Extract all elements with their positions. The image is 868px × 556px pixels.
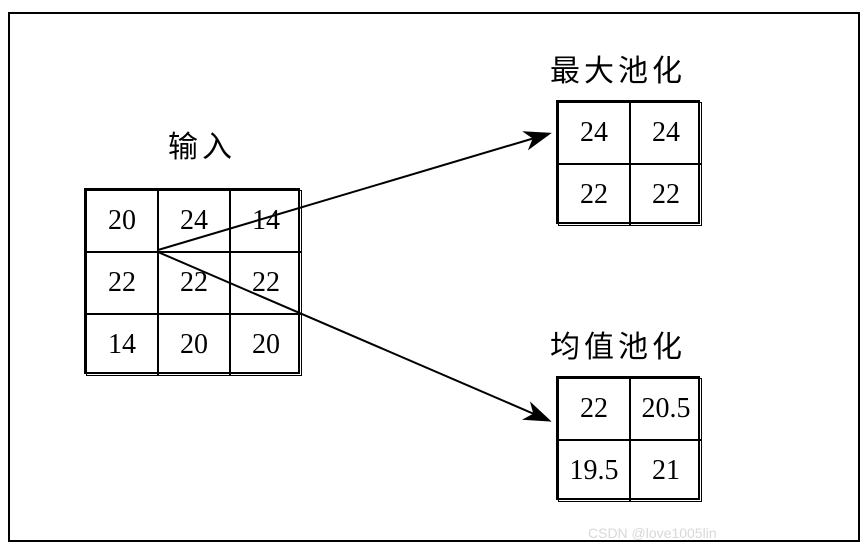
- input-label: 输入: [168, 122, 236, 166]
- maxpool-cell: 24: [558, 102, 630, 164]
- maxpool-cell: 24: [630, 102, 702, 164]
- input-cell: 20: [158, 314, 230, 376]
- avgpool-cell: 21: [630, 440, 702, 502]
- input-cell: 22: [86, 252, 158, 314]
- maxpool-label: 最大池化: [550, 46, 686, 90]
- maxpool-cell: 22: [630, 164, 702, 226]
- avgpool-cell: 22: [558, 378, 630, 440]
- input-cell: 14: [86, 314, 158, 376]
- input-cell: 22: [230, 252, 302, 314]
- avgpool-cell: 19.5: [558, 440, 630, 502]
- avgpool-cell: 20.5: [630, 378, 702, 440]
- watermark: CSDN @love1005lin: [588, 525, 717, 541]
- input-cell: 22: [158, 252, 230, 314]
- input-cell: 24: [158, 190, 230, 252]
- avgpool-grid: 22 20.5 19.5 21: [556, 376, 700, 500]
- input-cell: 14: [230, 190, 302, 252]
- maxpool-cell: 22: [558, 164, 630, 226]
- input-grid: 20 24 14 22 22 22 14 20 20: [84, 188, 300, 374]
- avgpool-label: 均值池化: [550, 322, 686, 366]
- input-cell: 20: [230, 314, 302, 376]
- maxpool-grid: 24 24 22 22: [556, 100, 700, 224]
- input-cell: 20: [86, 190, 158, 252]
